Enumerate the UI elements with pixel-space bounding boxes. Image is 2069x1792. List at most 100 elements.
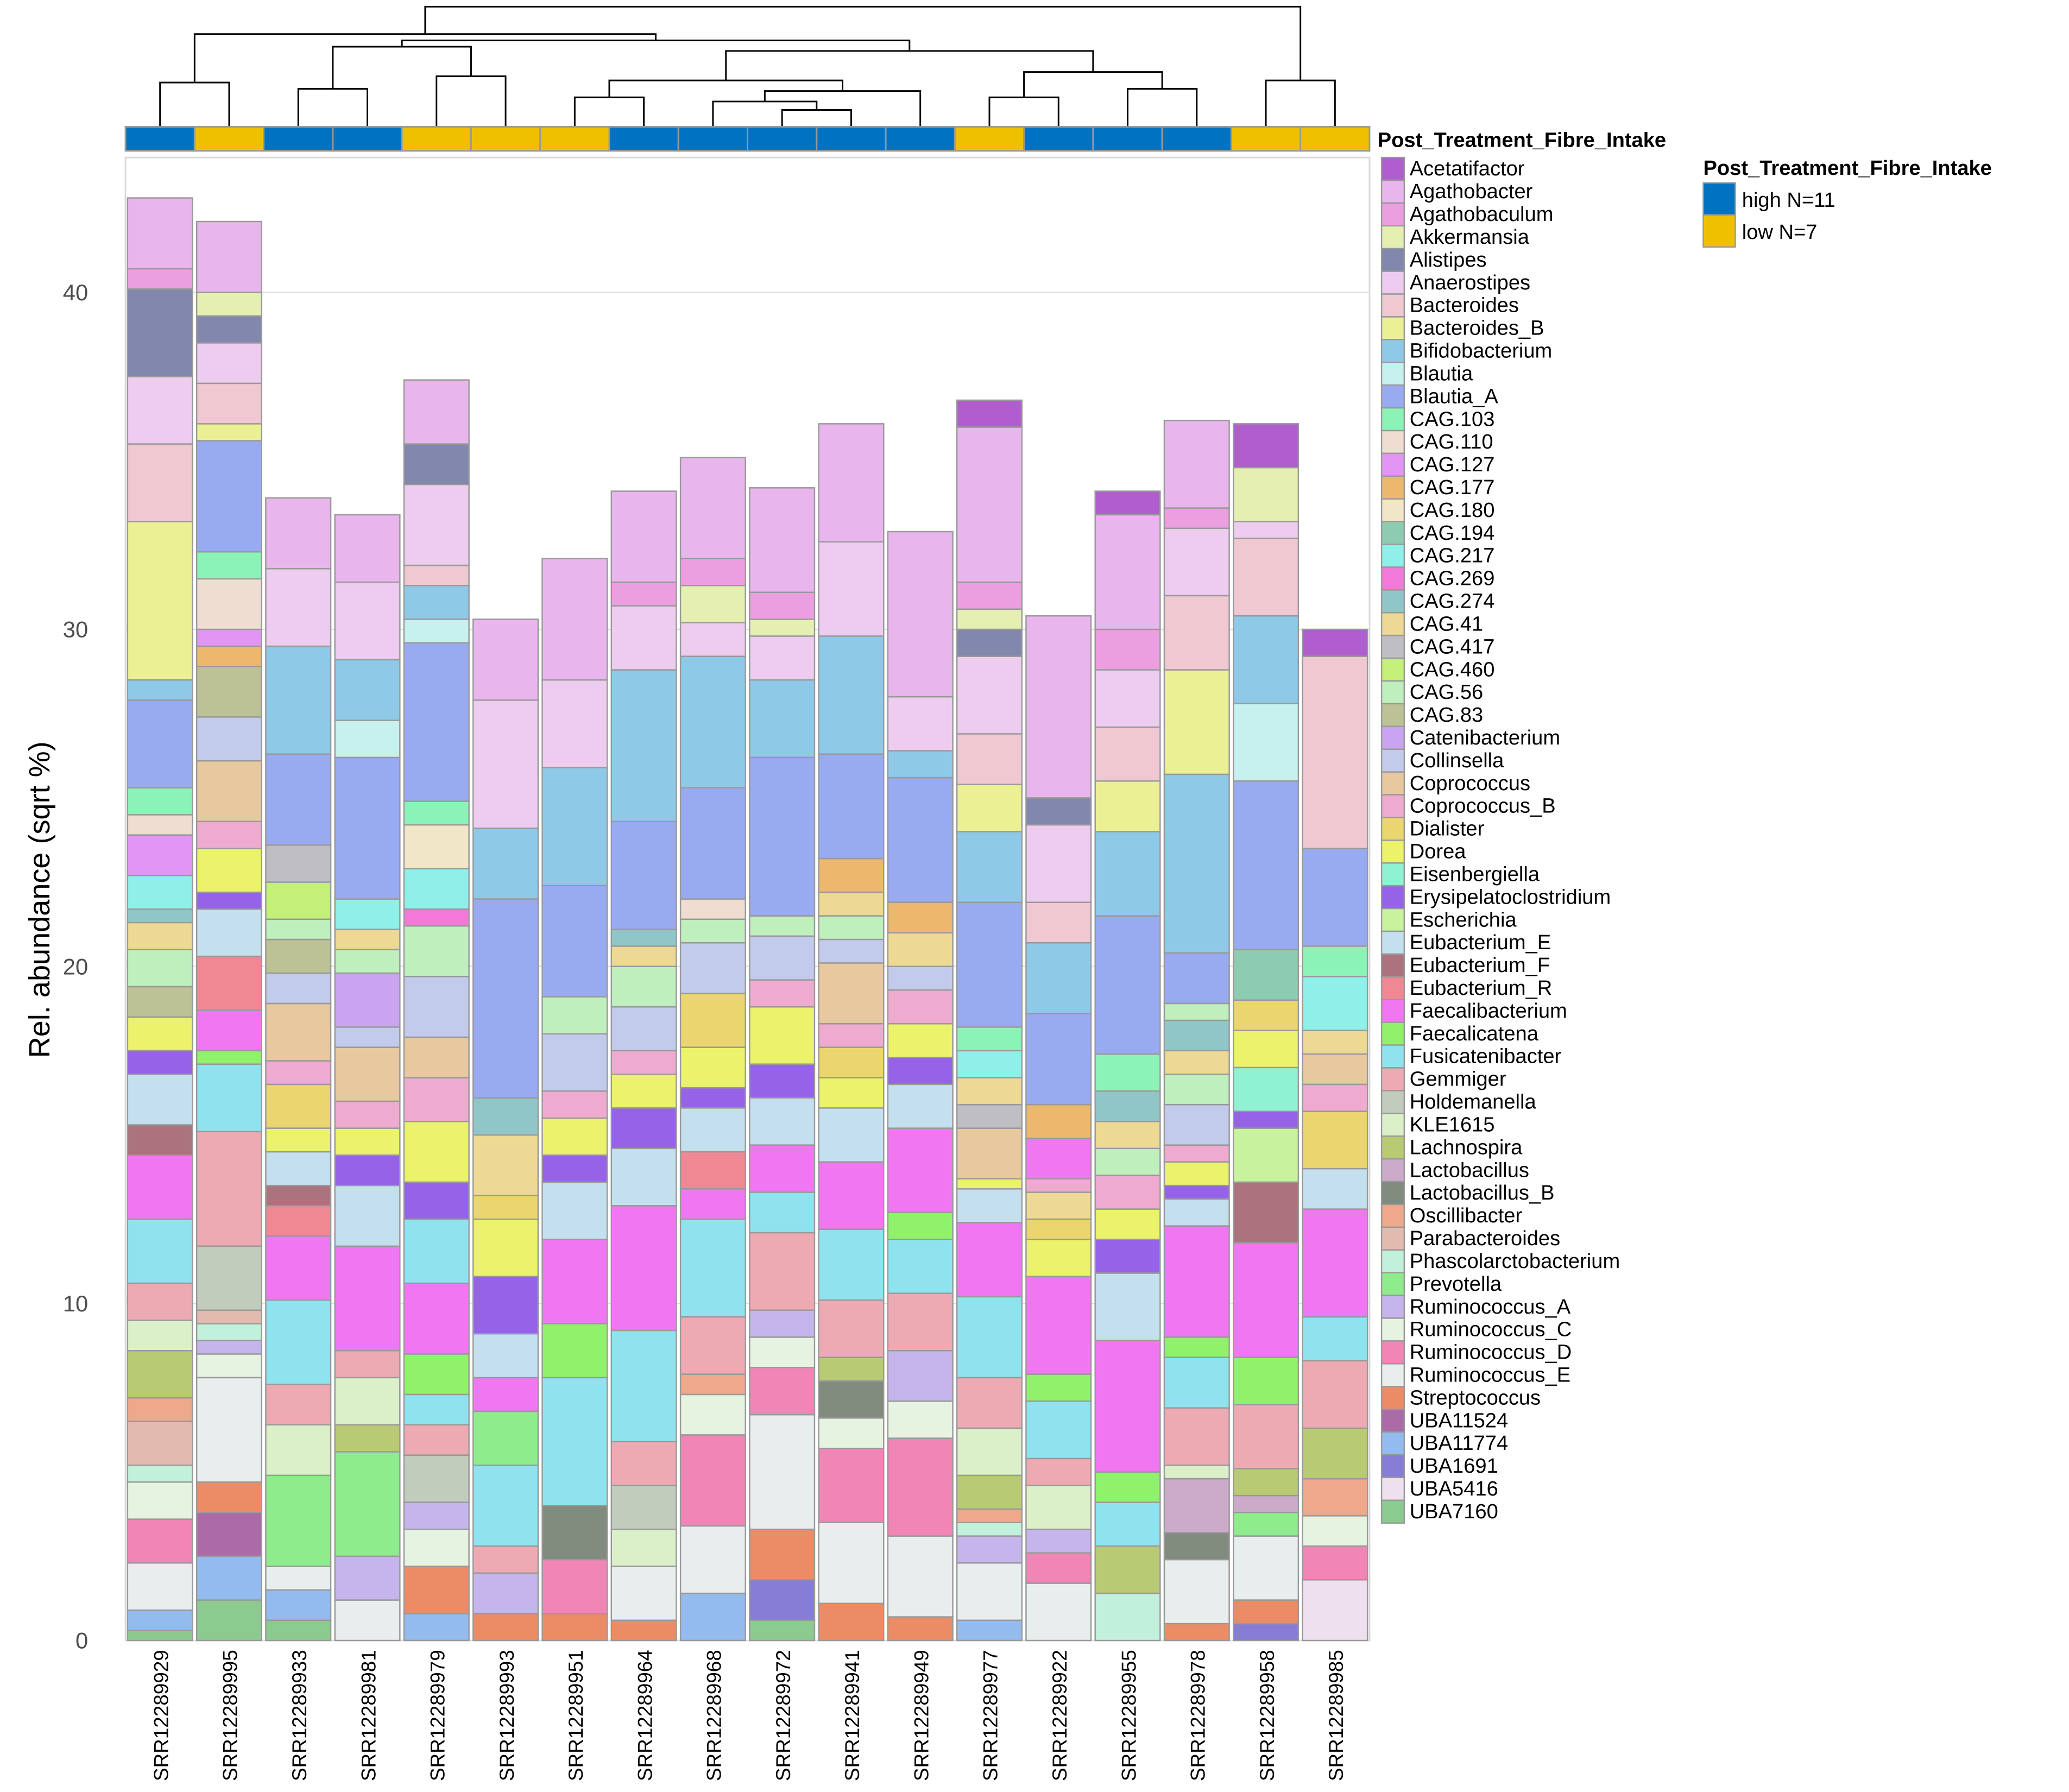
- bar-segment-faecalibacterium: [818, 1161, 885, 1231]
- bar-segment-ruminococcus-d: [749, 1367, 816, 1416]
- legend-item: CAG.103: [1380, 407, 1494, 432]
- bar-segment-blautia: [403, 619, 470, 644]
- bar-segment-bifidobacterium: [749, 679, 816, 759]
- bar-segment-dorea: [403, 1120, 470, 1183]
- bar-segment-agathobacter: [472, 619, 539, 701]
- legend-swatch: [1380, 1317, 1405, 1342]
- legend-label: CAG.217: [1410, 545, 1495, 567]
- bar-segment-collinsella: [334, 1026, 401, 1048]
- legend-item: Escherichia: [1380, 907, 1517, 932]
- annotation-cell-high: [747, 126, 818, 152]
- bar-segment-uba11774: [127, 1609, 193, 1631]
- group-annotation-bar: [124, 126, 1371, 152]
- bar-segment-cag-103: [195, 551, 263, 580]
- bar-segment-ruminococcus-e: [679, 1525, 746, 1594]
- legend-swatch: [1380, 270, 1405, 295]
- gridlines: [125, 292, 1370, 1642]
- bar-segment-alistipes: [1025, 797, 1092, 826]
- bar-segment-cag-41: [956, 1077, 1023, 1106]
- bar-segment-eubacterium-e: [956, 1188, 1023, 1223]
- legend-item: Agathobaculum: [1380, 202, 1553, 227]
- bar-segment-cag-274: [472, 1097, 539, 1136]
- bar-segment-eubacterium-e: [334, 1184, 401, 1247]
- x-tick-label: SRR12289979: [427, 1650, 449, 1781]
- bar-segment-dorea: [749, 1006, 816, 1065]
- bar-segment-cag-217: [127, 874, 193, 910]
- bar-segment-erysipelatoclostridium: [472, 1276, 539, 1335]
- x-tick-label: SRR12289964: [634, 1650, 656, 1781]
- bar-segment-faecalicatena: [1163, 1336, 1230, 1358]
- bar-segment-agathobacter: [1163, 419, 1230, 509]
- bar-segment-streptococcus: [749, 1528, 816, 1581]
- y-tick-label: 0: [75, 1628, 88, 1654]
- legend-label: CAG.110: [1410, 431, 1493, 453]
- bar-segment-gemmiger: [403, 1424, 470, 1456]
- bar-segment-erysipelatoclostridium: [127, 1050, 193, 1075]
- bar-segment-anaerostipes: [403, 483, 470, 566]
- legend-swatch: [1380, 1181, 1405, 1206]
- annotation-cell-high: [1161, 126, 1232, 152]
- bar-segment-cag-41: [334, 929, 401, 950]
- bar-segment-ruminococcus-e: [127, 1562, 193, 1611]
- bar-segment-bacteroides: [1094, 726, 1161, 782]
- legend-label: UBA7160: [1410, 1500, 1498, 1523]
- dendrogram: [159, 5, 1336, 127]
- y-tick-label: 30: [63, 617, 88, 642]
- bar-segment-cag-56: [610, 966, 677, 1008]
- bar-segment-cag-103: [127, 787, 193, 816]
- bar-segment-ruminococcus-e: [334, 1599, 401, 1642]
- bar-segment-faecalibacterium: [195, 1009, 263, 1052]
- legend-label: CAG.194: [1410, 522, 1495, 545]
- group-legend-label: low N=7: [1742, 221, 1818, 244]
- bar-segment-fusicatenibacter: [679, 1218, 746, 1318]
- bar-segment-eubacterium-e: [818, 1107, 885, 1163]
- legend-item: Ruminococcus_E: [1380, 1363, 1570, 1387]
- bar-segment-coprococcus-b: [541, 1090, 608, 1119]
- legend-swatch: [1380, 840, 1405, 864]
- bar-segment-akkermansia: [749, 619, 816, 637]
- bar-SRR12289922: [1025, 615, 1092, 1642]
- bar-segment-ruminococcus-a: [887, 1349, 954, 1402]
- bar-segment-coprococcus-b: [887, 989, 954, 1025]
- bar-segment-oscillibacter: [956, 1508, 1023, 1524]
- dendrogram-branch: [988, 96, 1059, 127]
- bar-segment-agathobaculum: [679, 558, 746, 586]
- legend-swatch: [1380, 156, 1405, 181]
- bar-segment-alistipes: [956, 628, 1023, 657]
- bar-segment-ruminococcus-a: [956, 1535, 1023, 1564]
- x-tick-label: SRR12289949: [910, 1650, 932, 1781]
- bar-segment-bifidobacterium: [1094, 831, 1161, 917]
- bar-SRR12289978: [1163, 419, 1230, 1642]
- legend-item: Eisenbergiella: [1380, 862, 1540, 887]
- bar-segment-faecalicatena: [403, 1353, 470, 1396]
- bar-segment-parabacteroides: [127, 1421, 193, 1466]
- bar-segment-dorea: [127, 1016, 193, 1052]
- bar-segment-eubacterium-e: [679, 1107, 746, 1153]
- bar-segment-uba7160: [749, 1619, 816, 1642]
- legend-item: Lactobacillus_B: [1380, 1181, 1555, 1206]
- legend-item: Holdemanella: [1380, 1090, 1536, 1114]
- bar-segment-ruminococcus-a: [1025, 1528, 1092, 1554]
- legend-swatch: [1380, 999, 1405, 1023]
- legend-item: Lactobacillus: [1380, 1158, 1529, 1183]
- bar-segment-eubacterium-f: [127, 1124, 193, 1156]
- bar-segment-bifidobacterium: [887, 750, 954, 779]
- annotation-title: Post_Treatment_Fibre_Intake: [1378, 129, 1666, 152]
- legend-item: UBA5416: [1380, 1476, 1498, 1501]
- bar-segment-alistipes: [127, 288, 193, 377]
- bar-segment-anaerostipes: [956, 655, 1023, 735]
- bar-segment-cag-177: [195, 645, 263, 667]
- legend-swatch: [1380, 703, 1405, 728]
- legend-label: Lachnospira: [1410, 1136, 1523, 1159]
- bar-segment-fusicatenibacter: [541, 1377, 608, 1506]
- annotation-cell-high: [885, 126, 956, 152]
- bar-segment-gemmiger: [818, 1299, 885, 1358]
- legend-swatch: [1380, 1203, 1405, 1228]
- bar-segment-cag-56: [679, 918, 746, 944]
- bar-segment-cag-177: [1025, 1103, 1092, 1139]
- bar-segment-cag-127: [195, 628, 263, 647]
- legend-label: Bacteroides: [1410, 294, 1519, 317]
- legend-item: Gemmiger: [1380, 1067, 1506, 1091]
- bar-segment-coprococcus-b: [265, 1060, 332, 1086]
- bar-segment-fusicatenibacter: [956, 1296, 1023, 1379]
